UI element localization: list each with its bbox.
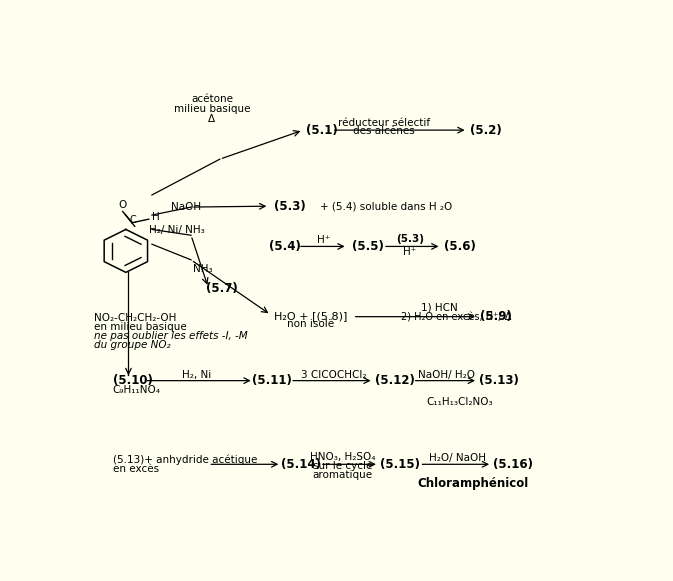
- Text: milieu basique: milieu basique: [174, 104, 250, 114]
- Text: sur le cycle: sur le cycle: [313, 461, 372, 471]
- Text: H: H: [152, 212, 160, 222]
- Text: non isolé: non isolé: [287, 319, 334, 329]
- Text: H₂O/ NaOH: H₂O/ NaOH: [429, 453, 485, 463]
- Text: H₂, Ni: H₂, Ni: [182, 370, 211, 380]
- Text: (5.4): (5.4): [269, 240, 301, 253]
- Text: (5.6): (5.6): [444, 240, 476, 253]
- Text: NaOH: NaOH: [171, 202, 201, 212]
- Text: C₁₁H₁₃Cl₂NO₃: C₁₁H₁₃Cl₂NO₃: [427, 397, 493, 407]
- Text: (5.12): (5.12): [375, 374, 415, 387]
- Text: H⁺: H⁺: [318, 235, 330, 245]
- Text: (5.3): (5.3): [275, 200, 306, 213]
- Text: (5.5): (5.5): [353, 240, 384, 253]
- Text: (5.1): (5.1): [306, 124, 337, 137]
- Text: 1) HCN: 1) HCN: [421, 303, 457, 313]
- Text: réducteur sélectif: réducteur sélectif: [338, 117, 430, 127]
- Text: ne pas oublier les effets -I, -M: ne pas oublier les effets -I, -M: [94, 331, 247, 341]
- Text: des alcènes: des alcènes: [353, 127, 415, 137]
- Text: HNO₃, H₂SO₄: HNO₃, H₂SO₄: [310, 451, 375, 462]
- Text: (5.9): (5.9): [481, 310, 512, 323]
- Text: (5.13)+ anhydride acétique: (5.13)+ anhydride acétique: [113, 454, 257, 465]
- Text: (5.3): (5.3): [396, 234, 424, 244]
- Text: (5.15): (5.15): [380, 458, 420, 471]
- Text: Δ: Δ: [209, 114, 215, 124]
- Text: C₉H₁₁NO₄: C₉H₁₁NO₄: [113, 385, 161, 394]
- Text: + (5.4) soluble dans H ₂O: + (5.4) soluble dans H ₂O: [320, 201, 452, 211]
- Text: (5.7): (5.7): [207, 282, 238, 295]
- Text: (5.14): (5.14): [281, 458, 320, 471]
- Text: H⁺: H⁺: [404, 248, 417, 257]
- Text: NaOH/ H₂O: NaOH/ H₂O: [418, 370, 475, 380]
- Text: H₂O + [(5.8)]: H₂O + [(5.8)]: [275, 311, 348, 321]
- Text: en milieu basique: en milieu basique: [94, 322, 186, 332]
- Text: (5.10): (5.10): [113, 374, 153, 387]
- Text: C: C: [130, 216, 137, 225]
- Text: NO₂-CH₂CH₂-OH: NO₂-CH₂CH₂-OH: [94, 313, 176, 323]
- Text: acétone: acétone: [191, 94, 233, 104]
- Text: NH₃: NH₃: [193, 264, 213, 274]
- Text: 3 ClCOCHCl₂: 3 ClCOCHCl₂: [301, 370, 366, 380]
- Text: (5.16): (5.16): [493, 458, 533, 471]
- Text: du groupe NO₂: du groupe NO₂: [94, 340, 170, 350]
- Text: aromatique: aromatique: [312, 469, 372, 479]
- Text: (5.13): (5.13): [479, 374, 519, 387]
- Text: O: O: [118, 200, 127, 210]
- Text: 2) H₂O en excès, H⁺/ Δ: 2) H₂O en excès, H⁺/ Δ: [401, 313, 511, 322]
- Text: H₂/ Ni/ NH₃: H₂/ Ni/ NH₃: [149, 225, 205, 235]
- Text: Chloramphénicol: Chloramphénicol: [417, 477, 528, 490]
- Text: (5.2): (5.2): [470, 124, 501, 137]
- Text: (5.11): (5.11): [252, 374, 292, 387]
- Text: en excès: en excès: [113, 464, 159, 474]
